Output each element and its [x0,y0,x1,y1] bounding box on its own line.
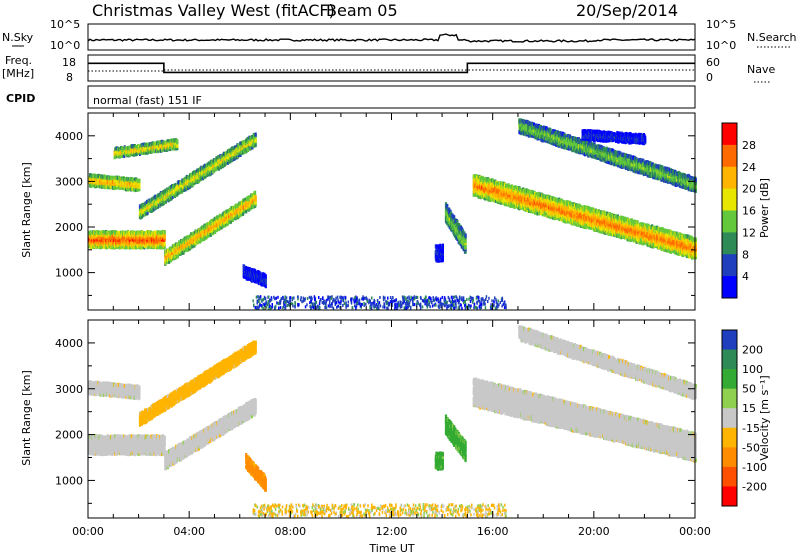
echo-cell [442,247,444,251]
noise-left-tick-bottom: 10^0 [50,39,80,52]
freq-label-line2: [MHz] [2,67,34,80]
echo-cell [465,239,467,243]
echo-cell [255,195,257,199]
noise-panel: N.Sky 10^5 10^0 10^5 10^0 N.Search [2,18,797,52]
cpid-label: CPID [6,92,35,105]
noise-search-label: N.Search [747,31,797,44]
noise-right-tick-top: 10^5 [706,18,736,31]
power-echoes [88,118,697,288]
cpid-panel: CPID normal (fast) 151 IF [6,86,695,108]
echo-cell [245,209,247,213]
echo-cell [255,138,257,142]
echo-cell [138,179,140,183]
echo-cell [254,191,256,195]
echo-cell [176,139,178,143]
freq-panel-frame [88,55,695,81]
nave-tick-top: 60 [706,56,720,69]
echo-cell [164,230,166,234]
noise-right-tick-bottom: 10^0 [706,39,736,52]
nave-tick-bottom: 0 [706,71,713,84]
freq-tick-top: 18 [62,56,76,69]
freq-line [88,63,695,72]
freq-label-line1: Freq. [5,54,32,67]
nave-line [88,70,695,71]
echo-cell [255,133,257,137]
echo-cell [465,233,467,237]
beam-label: Beam 05 [326,1,398,20]
date-label: 20/Sep/2014 [576,1,678,20]
nave-label: Nave [747,63,775,76]
noise-sky-line [88,34,695,42]
echo-cell [176,144,178,148]
echo-cell [442,258,444,262]
noise-sky-label: N.Sky [2,31,34,44]
cpid-mode: normal (fast) 151 IF [93,94,202,107]
freq-tick-bottom: 8 [66,71,73,84]
echo-cell [164,242,166,246]
echo-cell [442,244,444,248]
echo-cell [265,274,267,278]
noise-left-tick-top: 10^5 [50,18,80,31]
freq-panel: Freq. [MHz] 18 8 60 0 Nave [2,54,775,84]
station-title: Christmas Valley West (fitACF) [92,1,335,20]
noise-panel-frame [88,24,695,50]
echo-cell [138,185,140,189]
